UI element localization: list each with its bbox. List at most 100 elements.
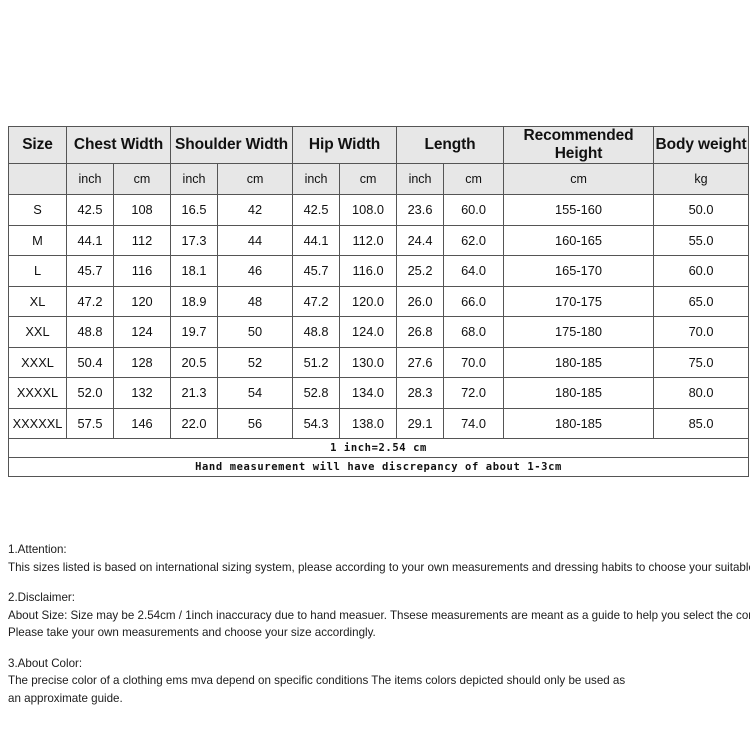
cell-height-cm: 165-170 <box>503 255 655 287</box>
cell-weight-kg: 80.0 <box>653 377 750 409</box>
unit-hip-cm: cm <box>339 163 398 195</box>
cell-shoulder-cm: 48 <box>217 285 294 317</box>
cell-shoulder-cm: 44 <box>217 224 294 256</box>
cell-hip-cm: 108.0 <box>339 194 398 226</box>
cell-length-inch: 23.6 <box>396 194 445 226</box>
cell-size: M <box>8 224 67 256</box>
cell-hip-inch: 48.8 <box>292 316 341 348</box>
cell-height-cm: 160-165 <box>503 224 655 256</box>
cell-chest-inch: 50.4 <box>66 346 114 378</box>
cell-size: XXL <box>8 316 67 348</box>
cell-chest-inch: 48.8 <box>66 316 114 348</box>
size-table-head: Size Chest Width Shoulder Width Hip Widt… <box>8 126 750 195</box>
cell-chest-cm: 120 <box>112 285 172 317</box>
cell-hip-cm: 134.0 <box>339 377 398 409</box>
disclaimer-body-line-1: About Size: Size may be 2.54cm / 1inch i… <box>8 608 750 622</box>
table-row: M 44.1 112 17.3 44 44.1 112.0 24.4 62.0 … <box>8 224 750 256</box>
unit-chest-cm: cm <box>112 163 172 195</box>
cell-length-inch: 29.1 <box>396 407 445 439</box>
cell-hip-cm: 130.0 <box>339 346 398 378</box>
cell-length-inch: 26.8 <box>396 316 445 348</box>
disclaimer-body-line-2: Please take your own measurements and ch… <box>8 626 376 639</box>
size-table: Size Chest Width Shoulder Width Hip Widt… <box>7 126 750 477</box>
unit-weight-kg: kg <box>653 163 750 195</box>
cell-weight-kg: 65.0 <box>653 285 750 317</box>
cell-weight-kg: 75.0 <box>653 346 750 378</box>
unit-height-cm: cm <box>503 163 655 195</box>
cell-size: XL <box>8 285 67 317</box>
header-size: Size <box>8 126 67 164</box>
cell-hip-cm: 124.0 <box>339 316 398 348</box>
cell-length-cm: 68.0 <box>443 316 505 348</box>
cell-chest-cm: 128 <box>112 346 172 378</box>
cell-hip-inch: 51.2 <box>292 346 341 378</box>
unit-shoulder-inch: inch <box>170 163 219 195</box>
unit-chest-inch: inch <box>66 163 114 195</box>
cell-length-inch: 24.4 <box>396 224 445 256</box>
cell-weight-kg: 60.0 <box>653 255 750 287</box>
table-row: XXXL 50.4 128 20.5 52 51.2 130.0 27.6 70… <box>8 346 750 378</box>
cell-hip-cm: 120.0 <box>339 285 398 317</box>
cell-length-cm: 74.0 <box>443 407 505 439</box>
cell-weight-kg: 85.0 <box>653 407 750 439</box>
cell-chest-inch: 44.1 <box>66 224 114 256</box>
cell-shoulder-cm: 50 <box>217 316 294 348</box>
cell-shoulder-cm: 52 <box>217 346 294 378</box>
table-row: S 42.5 108 16.5 42 42.5 108.0 23.6 60.0 … <box>8 194 750 226</box>
table-row: XL 47.2 120 18.9 48 47.2 120.0 26.0 66.0… <box>8 285 750 317</box>
cell-length-cm: 70.0 <box>443 346 505 378</box>
cell-height-cm: 180-185 <box>503 346 655 378</box>
cell-shoulder-inch: 20.5 <box>170 346 219 378</box>
bottom-notes: 1.Attention: This sizes listed is based … <box>8 541 750 707</box>
unit-length-cm: cm <box>443 163 505 195</box>
cell-height-cm: 155-160 <box>503 194 655 226</box>
cell-length-cm: 72.0 <box>443 377 505 409</box>
notes-spacer <box>8 576 744 589</box>
table-row: XXXXXL 57.5 146 22.0 56 54.3 138.0 29.1 … <box>8 407 750 439</box>
cell-shoulder-cm: 56 <box>217 407 294 439</box>
header-hip-width: Hip Width <box>292 126 398 164</box>
unit-length-inch: inch <box>396 163 445 195</box>
cell-length-inch: 26.0 <box>396 285 445 317</box>
cell-shoulder-cm: 54 <box>217 377 294 409</box>
cell-chest-inch: 42.5 <box>66 194 114 226</box>
table-footnote-row: 1 inch=2.54 cm <box>7 438 750 458</box>
cell-shoulder-cm: 46 <box>217 255 294 287</box>
cell-length-cm: 62.0 <box>443 224 505 256</box>
cell-shoulder-inch: 21.3 <box>170 377 219 409</box>
hand-measurement-note: Hand measurement will have discrepancy o… <box>7 457 750 477</box>
cell-height-cm: 175-180 <box>503 316 655 348</box>
header-units-row: inch cm inch cm inch cm inch cm cm kg <box>8 163 750 195</box>
attention-title: 1.Attention: <box>8 543 67 556</box>
cell-hip-inch: 42.5 <box>292 194 341 226</box>
cell-shoulder-inch: 22.0 <box>170 407 219 439</box>
disclaimer-title: 2.Disclaimer: <box>8 591 75 604</box>
cell-height-cm: 170-175 <box>503 285 655 317</box>
cell-shoulder-inch: 18.9 <box>170 285 219 317</box>
table-row: XXL 48.8 124 19.7 50 48.8 124.0 26.8 68.… <box>8 316 750 348</box>
header-chest-width: Chest Width <box>65 126 172 164</box>
about-color-line-2: an approximate guide. <box>8 691 123 705</box>
table-footnote-row: Hand measurement will have discrepancy o… <box>7 457 750 477</box>
cell-weight-kg: 55.0 <box>653 224 750 256</box>
cell-shoulder-cm: 42 <box>217 194 294 226</box>
cell-shoulder-inch: 18.1 <box>170 255 219 287</box>
cell-height-cm: 180-185 <box>503 377 655 409</box>
about-color-line-1: The precise color of a clothing ems mva … <box>8 674 626 687</box>
cell-hip-inch: 52.8 <box>292 377 341 409</box>
size-table-body: S 42.5 108 16.5 42 42.5 108.0 23.6 60.0 … <box>7 194 750 477</box>
cell-chest-cm: 146 <box>112 407 172 439</box>
unit-hip-inch: inch <box>292 163 341 195</box>
header-length: Length <box>396 126 505 164</box>
unit-size-blank <box>8 163 67 195</box>
cell-hip-cm: 112.0 <box>339 224 398 256</box>
cell-hip-cm: 116.0 <box>339 255 398 287</box>
cell-hip-inch: 47.2 <box>292 285 341 317</box>
cell-hip-cm: 138.0 <box>339 407 398 439</box>
inch-conversion-note: 1 inch=2.54 cm <box>7 438 750 458</box>
cell-chest-cm: 124 <box>112 316 172 348</box>
cell-chest-inch: 47.2 <box>66 285 114 317</box>
cell-length-cm: 64.0 <box>443 255 505 287</box>
header-recommended-height: Recommended Height <box>503 126 655 164</box>
